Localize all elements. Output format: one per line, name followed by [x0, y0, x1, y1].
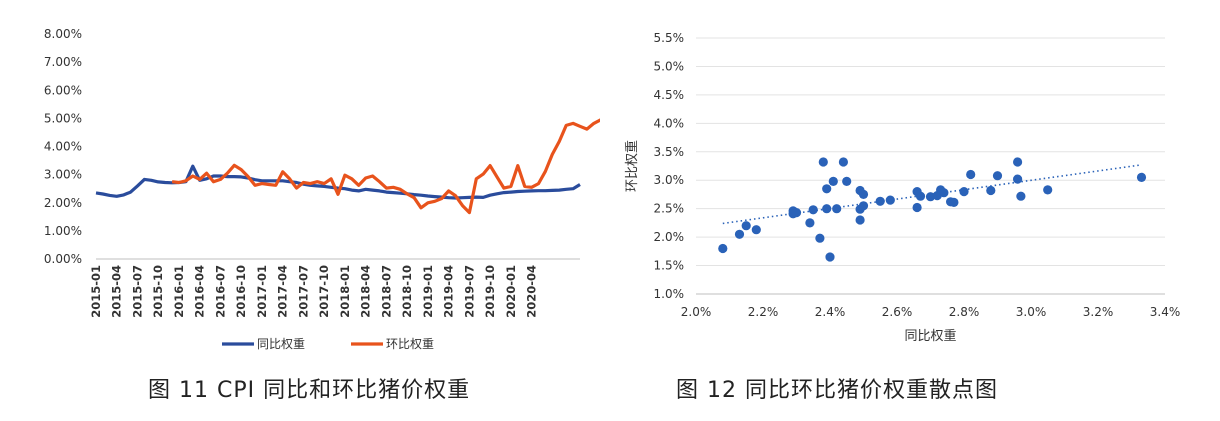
scatter-point	[825, 252, 835, 262]
y-tick-label: 5.5%	[654, 31, 685, 45]
y-tick-label: 7.00%	[44, 55, 82, 69]
x-tick-label: 2019-07	[462, 265, 476, 318]
x-tick-label: 3.4%	[1150, 305, 1181, 319]
x-tick-label: 2018-07	[379, 265, 393, 318]
y-axis-title: 环比权重	[624, 140, 640, 192]
y-tick-label: 2.0%	[654, 230, 685, 244]
y-tick-label: 4.0%	[654, 116, 685, 130]
scatter-point	[966, 169, 976, 180]
scatter-point	[858, 201, 869, 211]
scatter-point	[986, 185, 996, 196]
x-tick-label: 2.6%	[882, 305, 913, 319]
x-tick-label: 2017-10	[317, 265, 331, 318]
scatter-point	[858, 189, 869, 199]
x-tick-label: 2015-01	[89, 265, 103, 318]
scatter-point	[751, 225, 761, 235]
y-tick-label: 0.00%	[44, 252, 82, 266]
scatter-point	[1013, 157, 1023, 167]
figure-12-caption: 图 12 同比环比猪价权重散点图	[676, 378, 998, 403]
scatter-point	[912, 202, 922, 213]
x-tick-label: 2.8%	[949, 305, 980, 319]
x-tick-label: 2016-07	[213, 265, 227, 318]
scatter-point	[741, 221, 751, 231]
x-tick-label: 2019-01	[421, 265, 435, 318]
scatter-point	[992, 171, 1003, 181]
x-tick-label: 2015-07	[130, 265, 144, 318]
x-tick-label: 2.2%	[748, 305, 779, 319]
scatter-point	[915, 191, 926, 201]
scatter-point	[832, 204, 842, 214]
y-tick-label: 4.00%	[44, 140, 82, 154]
x-tick-label: 3.0%	[1016, 305, 1047, 319]
y-tick-label: 8.00%	[44, 27, 82, 41]
x-tick-label: 2017-01	[255, 265, 269, 318]
y-tick-label: 3.00%	[44, 168, 82, 182]
x-tick-label: 2.0%	[681, 305, 712, 319]
scatter-point	[734, 229, 745, 239]
scatter-point	[885, 195, 895, 205]
x-tick-label: 2016-04	[193, 265, 207, 318]
x-tick-label: 2018-01	[338, 265, 352, 318]
x-axis-title: 同比权重	[904, 328, 956, 344]
x-tick-label: 2.4%	[815, 305, 846, 319]
x-tick-label: 2017-04	[276, 265, 290, 318]
legend-label: 环比权重	[386, 337, 434, 351]
scatter-point	[1043, 185, 1053, 195]
trendline	[722, 164, 1142, 225]
scatter-point	[1016, 191, 1026, 201]
scatter-point	[805, 218, 815, 228]
y-tick-label: 2.00%	[44, 196, 82, 210]
scatter-chart: 1.0% 1.5% 2.0% 2.5% 3.0% 3.5% 4.0% 4.5% 5.0% 5.5%…	[624, 31, 1181, 344]
scatter-point	[855, 215, 865, 225]
x-tick-label: 2015-10	[151, 265, 165, 318]
scatter-point	[1013, 174, 1023, 184]
y-tick-label: 1.00%	[44, 224, 82, 238]
scatter-point	[1136, 172, 1147, 182]
scatter-point	[939, 188, 949, 198]
y-tick-label: 1.0%	[654, 287, 685, 301]
figure-11-caption: 图 11 CPI 同比和环比猪价权重	[148, 378, 471, 403]
scatter-point	[842, 176, 852, 186]
y-tick-label: 2.5%	[654, 202, 685, 216]
scatter-point	[828, 176, 838, 186]
x-tick-label: 2018-10	[400, 265, 414, 318]
y-tick-label: 5.00%	[44, 111, 82, 125]
x-tick-label: 2020-04	[525, 265, 539, 318]
x-tick-label: 2019-04	[442, 265, 456, 318]
y-tick-label: 4.5%	[654, 88, 685, 102]
x-tick-label: 2015-04	[110, 265, 124, 318]
y-tick-label: 3.5%	[654, 145, 685, 159]
scatter-point	[815, 233, 825, 243]
scatter-point	[808, 205, 818, 215]
y-tick-label: 5.0%	[654, 59, 685, 73]
scatter-point	[818, 157, 828, 167]
x-tick-label: 2016-10	[234, 265, 248, 318]
x-tick-label: 2018-04	[359, 265, 373, 318]
line-chart: 0.00% 1.00% 2.00% 3.00% 4.00% 5.00% 6.00% 7.00%…	[44, 27, 600, 351]
y-tick-label: 6.00%	[44, 83, 82, 97]
scatter-point	[822, 184, 832, 194]
legend-label: 同比权重	[257, 337, 305, 351]
x-tick-label: 2020-01	[504, 265, 518, 318]
y-tick-label: 1.5%	[654, 259, 685, 273]
scatter-point	[791, 208, 802, 218]
scatter-point	[959, 187, 969, 197]
scatter-point	[718, 243, 728, 254]
y-tick-label: 3.0%	[654, 173, 685, 187]
scatter-point	[875, 196, 885, 206]
x-tick-label: 3.2%	[1083, 305, 1114, 319]
x-tick-label: 2017-07	[296, 265, 310, 318]
x-tick-label: 2016-01	[172, 265, 186, 318]
scatter-point	[838, 157, 848, 167]
series-line	[171, 118, 600, 215]
scatter-point	[822, 204, 832, 214]
x-tick-label: 2019-10	[483, 265, 497, 318]
scatter-point	[949, 197, 959, 207]
